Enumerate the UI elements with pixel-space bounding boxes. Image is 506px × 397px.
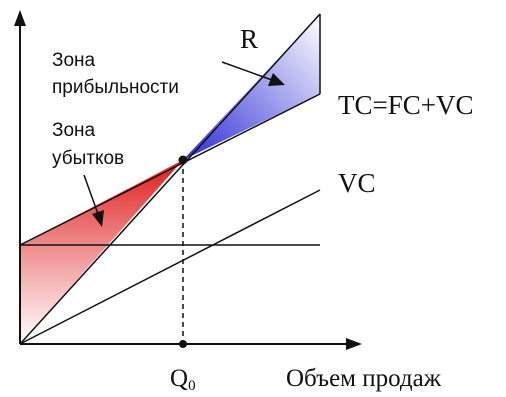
breakeven-quantity-sub: 0 (188, 378, 196, 394)
loss-zone-area (20, 160, 183, 344)
total-cost-line (19, 93, 321, 246)
profit-zone-label-line1: Зона (52, 50, 96, 71)
breakeven-quantity-label: Q0 (170, 365, 196, 394)
breakeven-axis-point (179, 340, 187, 348)
total-cost-label: TC=FC+VC (338, 90, 474, 120)
profit-zone-label-line2: прибыльности (52, 77, 179, 98)
profit-zone-area (183, 14, 320, 160)
variable-cost-line (19, 189, 321, 345)
loss-zone-arrowhead (92, 210, 104, 227)
breakeven-point (178, 155, 188, 165)
breakeven-quantity-main: Q (170, 365, 188, 392)
revenue-label: R (240, 24, 258, 54)
revenue-line (19, 13, 321, 345)
loss-zone-arrow-line (83, 174, 99, 215)
x-axis-arrow (346, 338, 362, 350)
profit-zone-arrowhead (268, 73, 285, 86)
loss-zone-label-line2: убытков (52, 148, 124, 169)
profit-zone-arrow-line (221, 61, 273, 81)
variable-cost-label: VC (338, 168, 376, 198)
loss-zone-label-line1: Зона (52, 120, 96, 141)
x-axis-label: Объем продаж (286, 365, 442, 392)
y-axis-arrow (14, 10, 26, 26)
